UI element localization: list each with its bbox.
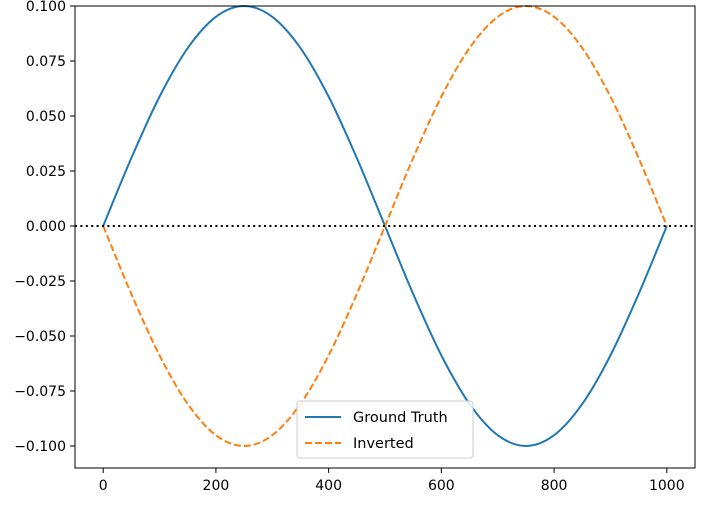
x-tick-label: 0 [99,478,108,494]
y-tick-label: 0.000 [26,219,66,235]
plot-area [75,6,695,468]
x-tick-label: 800 [541,478,568,494]
legend: Ground Truth Inverted [296,400,474,459]
y-tick-label: −0.075 [14,384,66,400]
x-tick-label: 600 [428,478,455,494]
legend-label: Ground Truth [353,410,448,426]
y-tick-label: −0.025 [14,274,66,290]
y-tick-label: 0.075 [26,54,66,70]
x-tick-label: 400 [315,478,342,494]
x-tick-label: 200 [203,478,230,494]
y-axis: 0.100 0.075 0.050 0.025 0.000 −0.025 −0.050 −0.… [14,0,75,455]
legend-label: Inverted [353,436,414,452]
plot-frame [74,5,696,469]
x-tick-label: 1000 [649,478,685,494]
y-tick-label: 0.100 [26,0,66,15]
series-layer [102,4,668,448]
y-tick-label: 0.050 [26,109,66,125]
y-tick-label: −0.050 [14,329,66,345]
series-line-inverted [102,4,668,448]
x-axis: 0 200 400 600 800 1000 [99,468,685,494]
y-tick-label: 0.025 [26,164,66,180]
y-tick-label: −0.100 [14,439,66,455]
